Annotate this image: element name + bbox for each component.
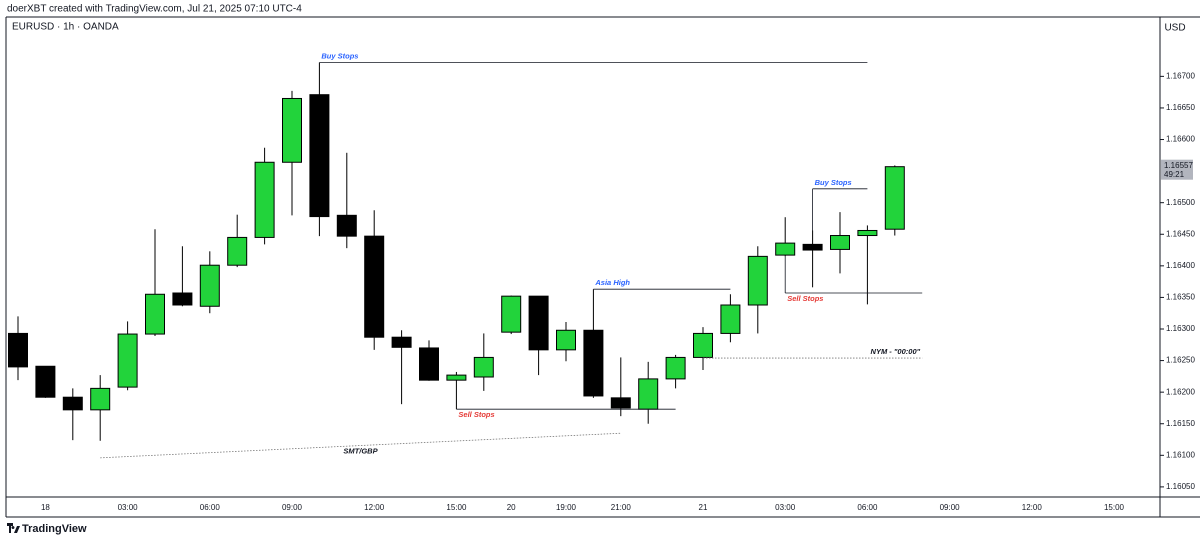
candle-body bbox=[391, 336, 412, 348]
candle-body bbox=[556, 329, 576, 351]
x-tick-label: 06:00 bbox=[200, 503, 221, 512]
annotation-label: SMT/GBP bbox=[343, 447, 378, 456]
candle-body bbox=[693, 332, 713, 358]
logo bbox=[7, 523, 20, 533]
x-tick-label: 15:00 bbox=[1104, 503, 1125, 512]
candle-body bbox=[884, 166, 905, 230]
annotation-label: NYM - "00:00" bbox=[871, 347, 921, 356]
candle-body bbox=[583, 329, 604, 397]
candle-body bbox=[665, 356, 686, 380]
candle-body bbox=[857, 229, 878, 237]
candle-body bbox=[35, 365, 56, 398]
annotation-label: Buy Stops bbox=[321, 51, 358, 60]
candle-body bbox=[747, 255, 768, 306]
footer-brand: TradingView bbox=[22, 523, 87, 535]
x-tick-label: 21 bbox=[699, 503, 708, 512]
candle-body bbox=[172, 292, 193, 306]
y-tick-label: 1.16600 bbox=[1166, 135, 1195, 144]
y-tick-label: 1.16500 bbox=[1166, 198, 1195, 207]
x-tick-label: 03:00 bbox=[775, 503, 796, 512]
candle-body bbox=[62, 396, 83, 411]
x-tick-label: 20 bbox=[507, 503, 516, 512]
candle-body bbox=[720, 304, 741, 334]
chart-title: EURUSD · 1h · OANDA bbox=[12, 22, 119, 33]
annotation-label: Asia High bbox=[594, 278, 630, 287]
candle-body bbox=[282, 97, 302, 163]
candle-body bbox=[802, 243, 823, 251]
candle-body bbox=[117, 333, 138, 388]
axis-unit: USD bbox=[1164, 23, 1185, 34]
countdown-label: 49:21 bbox=[1164, 170, 1185, 179]
annotation-label: Sell Stops bbox=[787, 294, 823, 303]
x-tick-label: 12:00 bbox=[364, 503, 385, 512]
candle-body bbox=[8, 332, 28, 368]
candle-body bbox=[501, 295, 522, 333]
x-tick-label: 18 bbox=[41, 503, 50, 512]
annotation-label: Buy Stops bbox=[815, 178, 852, 187]
candle-body bbox=[473, 356, 494, 378]
y-tick-label: 1.16200 bbox=[1166, 387, 1195, 396]
x-tick-label: 21:00 bbox=[611, 503, 632, 512]
candle-body bbox=[528, 295, 549, 351]
y-tick-label: 1.16450 bbox=[1166, 229, 1195, 238]
x-tick-label: 12:00 bbox=[1022, 503, 1043, 512]
candle-body bbox=[227, 236, 248, 266]
candle-body bbox=[145, 293, 165, 335]
candle-body bbox=[830, 235, 850, 250]
x-tick-label: 15:00 bbox=[446, 503, 467, 512]
candle-body bbox=[638, 378, 659, 410]
candle-body bbox=[90, 387, 111, 411]
candle-body bbox=[364, 235, 385, 338]
last-price-label: 1.16557 bbox=[1164, 161, 1193, 170]
candle-body bbox=[775, 242, 796, 256]
candle-body bbox=[254, 161, 275, 238]
x-tick-label: 06:00 bbox=[857, 503, 878, 512]
header: doerXBT created with TradingView.com, Ju… bbox=[7, 4, 302, 15]
y-tick-label: 1.16150 bbox=[1166, 419, 1195, 428]
candle-body bbox=[419, 347, 439, 381]
last-price-box bbox=[1161, 159, 1193, 180]
candle-body bbox=[309, 94, 330, 218]
y-tick-label: 1.16700 bbox=[1166, 71, 1195, 80]
annotation-label: Sell Stops bbox=[458, 410, 494, 419]
y-tick-label: 1.16250 bbox=[1166, 356, 1195, 365]
y-tick-label: 1.16650 bbox=[1166, 103, 1195, 112]
candle-body bbox=[446, 374, 467, 381]
y-tick-label: 1.16300 bbox=[1166, 324, 1195, 333]
y-tick-label: 1.16350 bbox=[1166, 293, 1195, 302]
candle-body bbox=[199, 264, 220, 307]
candle-body bbox=[610, 397, 631, 409]
x-tick-label: 09:00 bbox=[940, 503, 961, 512]
y-tick-label: 1.16050 bbox=[1166, 482, 1195, 491]
y-tick-label: 1.16400 bbox=[1166, 261, 1195, 270]
x-tick-label: 03:00 bbox=[118, 503, 139, 512]
y-tick-label: 1.16100 bbox=[1166, 450, 1195, 459]
x-tick-label: 09:00 bbox=[282, 503, 303, 512]
candle-body bbox=[336, 214, 357, 237]
x-tick-label: 19:00 bbox=[556, 503, 577, 512]
